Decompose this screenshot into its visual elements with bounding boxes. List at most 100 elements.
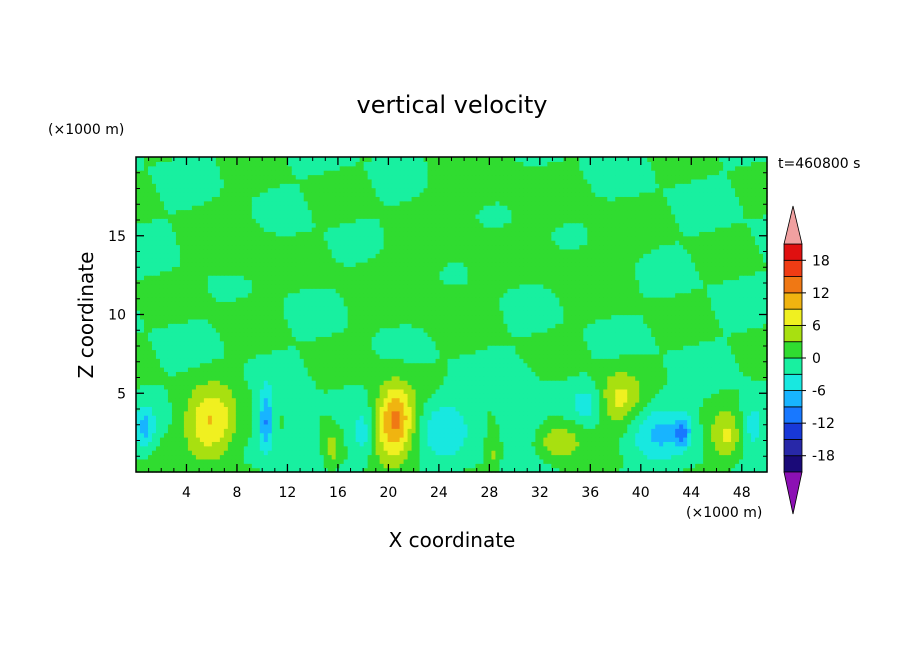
field-cell (623, 358, 628, 364)
field-cell (167, 428, 173, 434)
field-cell (243, 445, 249, 451)
field-cell (479, 345, 485, 351)
field-cell (255, 349, 261, 355)
field-cell (759, 467, 764, 473)
field-cell (631, 371, 636, 377)
field-cell (627, 336, 632, 342)
field-cell (579, 362, 584, 368)
field-cell (435, 441, 441, 447)
field-cell (535, 458, 540, 464)
field-cell (363, 423, 369, 429)
field-cell (407, 410, 413, 416)
field-cell (599, 432, 604, 438)
field-cell (595, 415, 600, 421)
field-cell (263, 467, 269, 473)
field-cell (511, 397, 516, 403)
field-cell (535, 380, 540, 386)
field-cell (211, 423, 217, 429)
field-cell (523, 432, 528, 438)
field-cell (407, 340, 413, 346)
field-cell (255, 463, 261, 469)
field-cell (619, 345, 624, 351)
field-cell (239, 380, 245, 386)
field-cell (159, 340, 165, 346)
field-cell (415, 384, 421, 390)
field-cell (479, 463, 485, 469)
field-cell (351, 371, 357, 377)
field-cell (199, 415, 205, 421)
field-cell (395, 367, 401, 372)
field-cell (155, 345, 161, 351)
field-cell (735, 367, 740, 372)
field-cell (215, 454, 221, 460)
field-cell (491, 380, 497, 386)
field-cell (379, 406, 385, 412)
field-cell (647, 415, 652, 421)
field-cell (347, 458, 353, 464)
field-cell (367, 454, 373, 460)
field-cell (615, 384, 620, 390)
field-cell (303, 375, 309, 381)
field-cell (303, 428, 309, 434)
field-cell (283, 367, 289, 372)
field-cell (227, 467, 233, 473)
field-cell (147, 393, 153, 399)
field-cell (175, 410, 181, 416)
field-cell (167, 362, 173, 368)
field-cell (703, 419, 708, 425)
field-cell (267, 388, 273, 394)
field-cell (371, 345, 377, 351)
field-cell (191, 454, 197, 460)
field-cell (539, 384, 544, 390)
field-cell (659, 345, 664, 351)
field-cell (647, 402, 652, 407)
field-cell (399, 428, 405, 434)
field-cell (535, 349, 540, 355)
field-cell (187, 353, 193, 359)
field-cell (399, 349, 405, 355)
field-cell (747, 432, 752, 438)
field-cell (299, 406, 305, 412)
field-cell (199, 375, 205, 381)
field-cell (683, 458, 688, 464)
field-cell (755, 458, 760, 464)
field-cell (747, 410, 752, 416)
field-cell (379, 380, 385, 386)
field-cell (759, 345, 764, 351)
field-cell (651, 406, 656, 412)
field-cell (371, 415, 377, 421)
field-cell (759, 397, 764, 403)
field-cell (635, 353, 640, 359)
field-cell (391, 353, 397, 359)
field-cell (531, 432, 536, 438)
field-cell (751, 349, 756, 355)
field-cell (411, 454, 417, 460)
field-cell (443, 410, 449, 416)
field-cell (663, 415, 668, 421)
field-cell (339, 467, 345, 473)
field-cell (527, 450, 532, 456)
field-cell (379, 384, 385, 390)
field-cell (351, 345, 357, 351)
field-cell (603, 367, 608, 372)
field-cell (275, 375, 281, 381)
field-cell (315, 406, 321, 412)
field-cell (671, 419, 676, 425)
field-cell (415, 345, 421, 351)
field-cell (375, 428, 381, 434)
field-cell (571, 380, 576, 386)
field-cell (235, 367, 241, 372)
field-cell (375, 393, 381, 399)
field-cell (471, 437, 477, 442)
field-cell (407, 332, 413, 337)
field-cell (555, 371, 560, 377)
field-cell (683, 432, 688, 438)
field-cell (415, 415, 421, 421)
field-cell (307, 340, 313, 346)
field-cell (651, 410, 656, 416)
field-cell (167, 463, 173, 469)
field-cell (167, 367, 173, 372)
field-cell (359, 332, 365, 337)
field-cell (567, 441, 572, 447)
field-cell (291, 362, 297, 368)
